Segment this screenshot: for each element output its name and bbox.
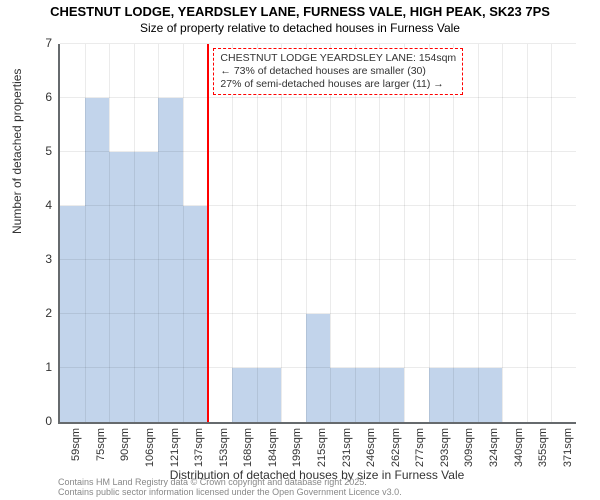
y-gridline bbox=[60, 259, 576, 260]
x-tick-label: 371sqm bbox=[562, 428, 574, 468]
x-gridline bbox=[404, 44, 405, 422]
histogram-bar bbox=[330, 368, 356, 422]
x-tick-label: 262sqm bbox=[390, 428, 402, 468]
histogram-bar bbox=[134, 152, 160, 422]
x-tick-label: 121sqm bbox=[169, 428, 181, 468]
x-gridline bbox=[330, 44, 331, 422]
x-tick-label: 277sqm bbox=[414, 428, 426, 468]
y-tick-label: 6 bbox=[12, 90, 52, 104]
x-tick-label: 231sqm bbox=[341, 428, 353, 468]
histogram-bar bbox=[429, 368, 455, 422]
x-tick-label: 199sqm bbox=[291, 428, 303, 468]
x-tick-label: 215sqm bbox=[316, 428, 328, 468]
x-gridline bbox=[134, 44, 135, 422]
x-tick-label: 309sqm bbox=[463, 428, 475, 468]
x-gridline bbox=[478, 44, 479, 422]
x-tick-label: 106sqm bbox=[144, 428, 156, 468]
x-tick-label: 168sqm bbox=[242, 428, 254, 468]
y-gridline bbox=[60, 43, 576, 44]
histogram-bar bbox=[355, 368, 381, 422]
footer-line-2: Contains public sector information licen… bbox=[58, 488, 402, 498]
x-gridline bbox=[306, 44, 307, 422]
chart-title: CHESTNUT LODGE, YEARDSLEY LANE, FURNESS … bbox=[0, 4, 600, 20]
legend-box: CHESTNUT LODGE YEARDSLEY LANE: 154sqm ← … bbox=[213, 48, 463, 95]
x-tick-label: 246sqm bbox=[365, 428, 377, 468]
histogram-bar bbox=[85, 98, 111, 422]
x-gridline bbox=[527, 44, 528, 422]
x-tick-label: 59sqm bbox=[70, 428, 82, 468]
histogram-bar bbox=[478, 368, 504, 422]
x-gridline bbox=[232, 44, 233, 422]
x-tick-label: 75sqm bbox=[95, 428, 107, 468]
histogram-bar bbox=[60, 206, 86, 422]
x-tick-label: 153sqm bbox=[218, 428, 230, 468]
y-gridline bbox=[60, 367, 576, 368]
x-gridline bbox=[379, 44, 380, 422]
x-gridline bbox=[551, 44, 552, 422]
y-tick-label: 1 bbox=[12, 360, 52, 374]
x-gridline bbox=[85, 44, 86, 422]
y-gridline bbox=[60, 97, 576, 98]
footer-text: Contains HM Land Registry data © Crown c… bbox=[58, 478, 402, 498]
histogram-bar bbox=[306, 314, 332, 422]
histogram-bar bbox=[109, 152, 135, 422]
x-gridline bbox=[109, 44, 110, 422]
histogram-bar bbox=[257, 368, 283, 422]
y-tick-label: 2 bbox=[12, 306, 52, 320]
x-tick-label: 184sqm bbox=[267, 428, 279, 468]
x-tick-label: 90sqm bbox=[119, 428, 131, 468]
legend-line-3: 27% of semi-detached houses are larger (… bbox=[220, 78, 456, 91]
legend-line-1: CHESTNUT LODGE YEARDSLEY LANE: 154sqm bbox=[220, 52, 456, 65]
y-tick-label: 4 bbox=[12, 198, 52, 212]
histogram-bar bbox=[183, 206, 209, 422]
x-gridline bbox=[281, 44, 282, 422]
y-tick-label: 0 bbox=[12, 414, 52, 428]
x-tick-label: 355sqm bbox=[537, 428, 549, 468]
x-gridline bbox=[453, 44, 454, 422]
chart-subtitle: Size of property relative to detached ho… bbox=[0, 21, 600, 35]
x-tick-label: 137sqm bbox=[193, 428, 205, 468]
histogram-bar bbox=[379, 368, 405, 422]
legend-line-2: ← 73% of detached houses are smaller (30… bbox=[220, 65, 456, 78]
x-tick-label: 340sqm bbox=[513, 428, 525, 468]
plot-area: CHESTNUT LODGE YEARDSLEY LANE: 154sqm ← … bbox=[58, 44, 576, 424]
x-gridline bbox=[158, 44, 159, 422]
x-gridline bbox=[429, 44, 430, 422]
histogram-bar bbox=[453, 368, 479, 422]
histogram-bar bbox=[158, 98, 184, 422]
chart-container: CHESTNUT LODGE, YEARDSLEY LANE, FURNESS … bbox=[0, 0, 600, 500]
y-gridline bbox=[60, 205, 576, 206]
x-gridline bbox=[257, 44, 258, 422]
x-gridline bbox=[355, 44, 356, 422]
y-tick-label: 3 bbox=[12, 252, 52, 266]
y-gridline bbox=[60, 313, 576, 314]
x-gridline bbox=[183, 44, 184, 422]
y-tick-label: 7 bbox=[12, 36, 52, 50]
bars-layer bbox=[60, 44, 576, 422]
x-gridline bbox=[502, 44, 503, 422]
y-tick-label: 5 bbox=[12, 144, 52, 158]
y-gridline bbox=[60, 151, 576, 152]
x-tick-label: 293sqm bbox=[439, 428, 451, 468]
histogram-bar bbox=[232, 368, 258, 422]
x-tick-label: 324sqm bbox=[488, 428, 500, 468]
